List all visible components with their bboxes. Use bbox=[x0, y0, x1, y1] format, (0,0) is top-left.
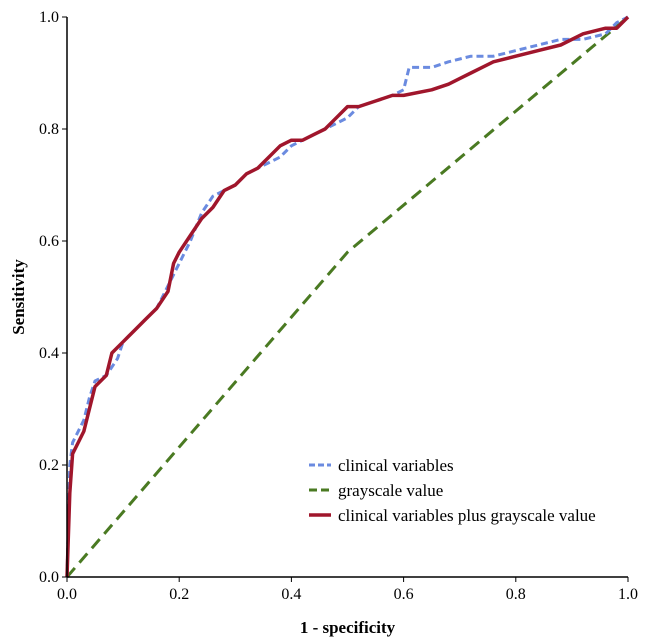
legend-label-grayscale-value: grayscale value bbox=[338, 481, 443, 500]
x-tick-label: 0.4 bbox=[281, 586, 301, 603]
y-tick-label: 1.0 bbox=[39, 9, 59, 26]
legend-label-clinical-variables: clinical variables bbox=[338, 456, 454, 475]
y-tick-label: 0.8 bbox=[39, 121, 59, 138]
legend: clinical variables grayscale value clinica… bbox=[309, 456, 596, 525]
series-line-grayscale-value bbox=[65, 15, 629, 578]
y-tick-label: 0.6 bbox=[39, 233, 59, 250]
x-tick-label: 0.2 bbox=[169, 586, 189, 603]
series-line-clinical-variables-plus-grayscale-value bbox=[65, 15, 630, 578]
plot-lines bbox=[65, 15, 630, 578]
x-axis-title: 1 - specificity bbox=[300, 618, 396, 637]
series-line-clinical-variables bbox=[65, 15, 629, 578]
x-tick-label: 1.0 bbox=[618, 586, 638, 603]
x-tick-label: 0.0 bbox=[57, 586, 77, 603]
legend-label-clinical-variables-plus-grayscale-value: clinical variables plus grayscale value bbox=[338, 506, 596, 525]
x-tick-label: 0.6 bbox=[394, 586, 414, 603]
y-tick-label: 0.4 bbox=[39, 345, 59, 362]
y-tick-label: 0.2 bbox=[39, 457, 59, 474]
y-tick-label: 0.0 bbox=[39, 569, 59, 586]
x-tick-label: 0.8 bbox=[506, 586, 526, 603]
y-axis-title: Sensitivity bbox=[9, 259, 28, 335]
y-axis-ticks: 0.0 0.2 0.4 0.6 0.8 1.0 bbox=[39, 9, 67, 586]
x-axis-ticks: 0.0 0.2 0.4 0.6 0.8 1.0 bbox=[57, 577, 638, 603]
